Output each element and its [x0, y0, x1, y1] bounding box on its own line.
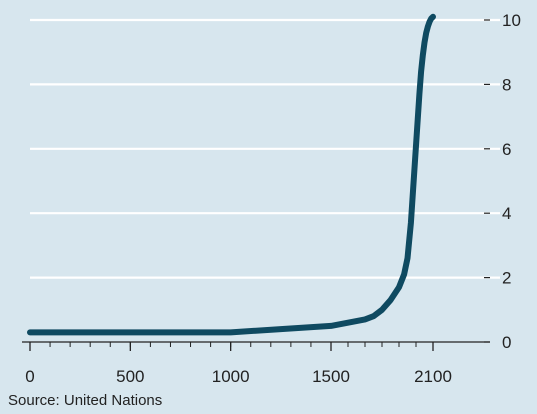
- source-note: Source: United Nations: [8, 392, 163, 409]
- y-tick-label-6: 6: [502, 140, 511, 159]
- x-tick-label-1000: 1000: [212, 367, 250, 386]
- series-line-0: [27, 13, 436, 336]
- x-tick-label-1500: 1500: [312, 367, 350, 386]
- y-tick-label-4: 4: [502, 204, 511, 223]
- x-tick-label-2100: 2100: [414, 367, 452, 386]
- y-tick-label-2: 2: [502, 269, 511, 288]
- x-tick-label-0: 0: [25, 367, 34, 386]
- y-tick-label-0: 0: [502, 333, 511, 352]
- y-tick-label-10: 10: [502, 11, 521, 30]
- x-tick-label-500: 500: [116, 367, 144, 386]
- y-tick-label-8: 8: [502, 75, 511, 94]
